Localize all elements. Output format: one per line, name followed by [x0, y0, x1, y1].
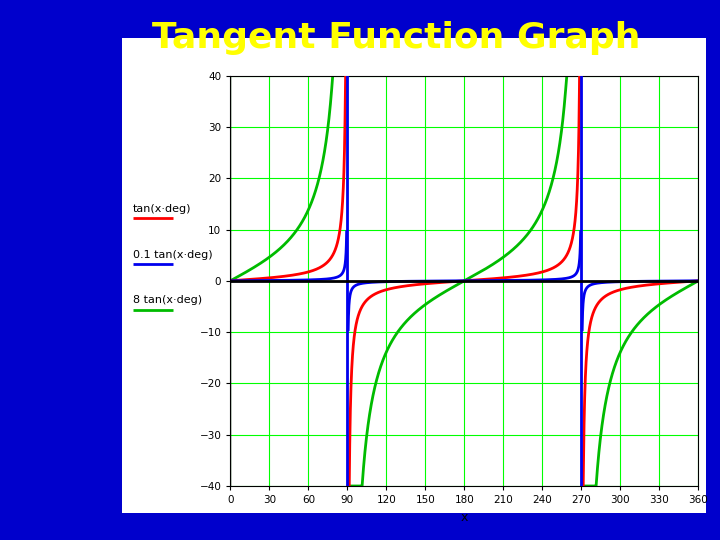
Text: tan(x·deg): tan(x·deg)	[133, 204, 192, 214]
Text: 8 tan(x·deg): 8 tan(x·deg)	[133, 295, 202, 306]
Text: Tangent Function Graph: Tangent Function Graph	[152, 21, 640, 55]
Text: 0.1 tan(x·deg): 0.1 tan(x·deg)	[133, 249, 213, 260]
X-axis label: x: x	[461, 511, 468, 524]
